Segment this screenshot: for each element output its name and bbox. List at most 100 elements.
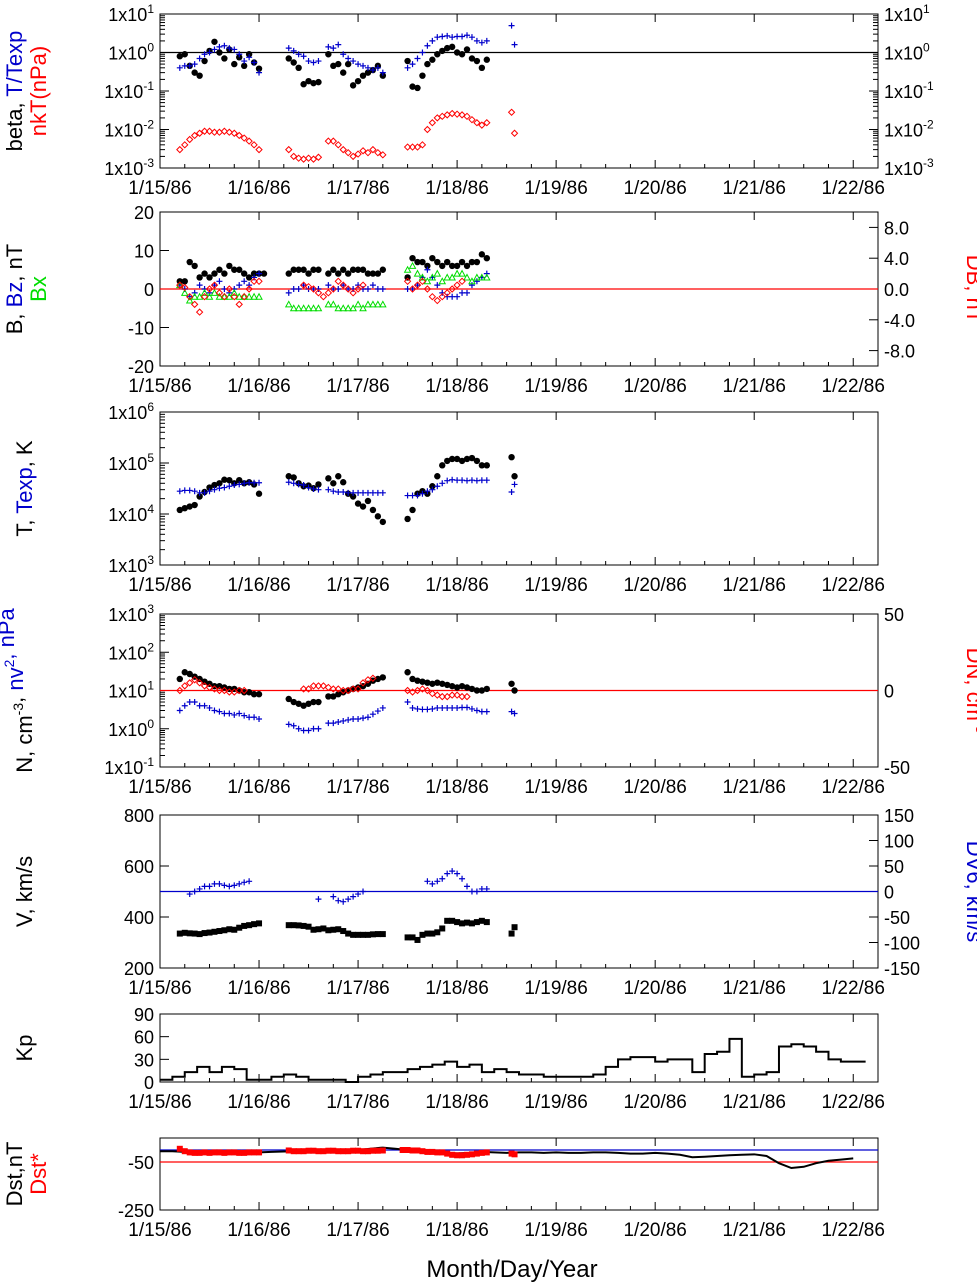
data-point-DB [299, 281, 308, 289]
x-tick-label: 1/21/86 [723, 777, 786, 798]
data-point-DB [181, 283, 189, 292]
data-point-DB [458, 277, 466, 286]
data-point-T [468, 454, 476, 462]
data-point-DB [235, 300, 243, 309]
data-point-T/Texp [285, 45, 292, 52]
data-point-DB [240, 292, 248, 301]
data-point-beta [424, 60, 431, 68]
data-point-Dst* [330, 1147, 337, 1154]
data-point-DV6 [483, 885, 490, 892]
data-point-Dst* [211, 1149, 218, 1156]
data-point-T [216, 480, 223, 487]
data-point-T/Texp [473, 37, 480, 44]
data-point-N [290, 698, 297, 706]
x-tick-label: 1/16/86 [227, 178, 290, 199]
data-point-DB [210, 281, 219, 289]
data-point-Dst* [241, 1149, 248, 1156]
data-point-nkT [255, 145, 263, 154]
data-point-T [186, 503, 193, 510]
data-point-nv2 [201, 702, 208, 709]
data-point-beta [429, 56, 436, 63]
data-point-T [439, 462, 446, 469]
data-point-Bz [246, 282, 253, 289]
data-point-nv2 [315, 725, 322, 732]
data-point-Dst* [320, 1148, 327, 1155]
data-point-B [414, 258, 421, 266]
data-point-T/Texp [241, 58, 248, 65]
data-point-T [483, 462, 491, 469]
y-axis-label: Dst,nT [2, 1142, 27, 1207]
data-point-B [349, 266, 357, 273]
data-point-Bz [464, 289, 471, 296]
data-point-DB [334, 277, 342, 286]
data-point-nv2 [211, 707, 218, 714]
data-point-Dst* [295, 1148, 302, 1155]
data-point-V [355, 931, 362, 938]
right-axis-label: DN, cm-3 [962, 648, 977, 734]
y-axis-label-part: , nPa [0, 607, 19, 659]
data-point-nkT [181, 141, 189, 149]
data-point-N [295, 700, 302, 707]
data-point-V [409, 934, 416, 941]
data-point-DB [433, 296, 442, 305]
right-axis-label-sup: -3 [973, 721, 977, 734]
data-point-Texp [201, 489, 208, 496]
y-tick-label: 1x101 [108, 2, 154, 25]
data-point-Bx [428, 273, 437, 281]
data-point-DN [369, 674, 377, 682]
data-point-V [285, 922, 292, 929]
data-point-DV6 [424, 878, 431, 885]
x-tick-label: 1/15/86 [128, 777, 191, 798]
data-point-Bx [473, 273, 481, 281]
data-point-V [350, 931, 357, 938]
x-tick-label: 1/20/86 [623, 978, 686, 999]
y-tick-exponent: 3 [147, 553, 154, 567]
data-point-V [181, 929, 188, 936]
data-point-Bx [458, 269, 466, 277]
data-point-T/Texp [449, 34, 456, 41]
data-point-DB [344, 285, 352, 293]
data-point-DB [443, 289, 451, 297]
data-point-V [201, 930, 208, 937]
data-point-T [315, 481, 322, 488]
data-point-Texp [290, 480, 297, 487]
data-point-V [251, 921, 258, 928]
data-point-nv2 [429, 705, 436, 712]
data-point-Texp [211, 486, 218, 493]
data-point-nkT [374, 148, 382, 157]
data-point-nv2 [404, 699, 411, 706]
data-point-beta [359, 72, 367, 79]
data-point-T [429, 483, 436, 490]
data-point-N [409, 675, 416, 683]
y-tick-label: 1x10-1 [104, 79, 154, 102]
data-point-Dst* [176, 1145, 183, 1152]
data-point-Texp [285, 479, 292, 486]
data-point-DV6 [345, 896, 352, 903]
data-point-Bx [309, 304, 318, 312]
data-point-N [508, 680, 515, 687]
data-point-DN [235, 686, 243, 695]
data-point-Dst* [419, 1148, 426, 1155]
data-point-Bz [216, 278, 223, 285]
data-point-DN [433, 691, 442, 699]
data-point-B [478, 251, 486, 258]
data-point-T [236, 476, 243, 484]
data-point-Texp [340, 489, 347, 495]
data-point-V [211, 928, 218, 935]
data-point-beta [221, 55, 228, 62]
data-point-beta [354, 77, 362, 85]
panel-b: -20 -10 0 10 20 -8.0 -4.0 0.0 4.0 8.0 DB, nT 1/15/8… [2, 203, 977, 397]
data-point-DN [314, 682, 323, 690]
data-point-T [335, 473, 342, 480]
data-point-B [206, 274, 213, 281]
data-point-B [374, 270, 382, 277]
y-tick-exponent: -2 [143, 118, 154, 132]
data-point-Texp [226, 483, 233, 490]
y-axis-label-part: Bz [2, 282, 27, 308]
data-point-Bx [185, 296, 194, 304]
data-point-T/Texp [335, 41, 342, 48]
data-point-T [473, 457, 481, 465]
data-point-Dst* [325, 1147, 332, 1154]
right-tick-label: -150 [884, 959, 920, 979]
